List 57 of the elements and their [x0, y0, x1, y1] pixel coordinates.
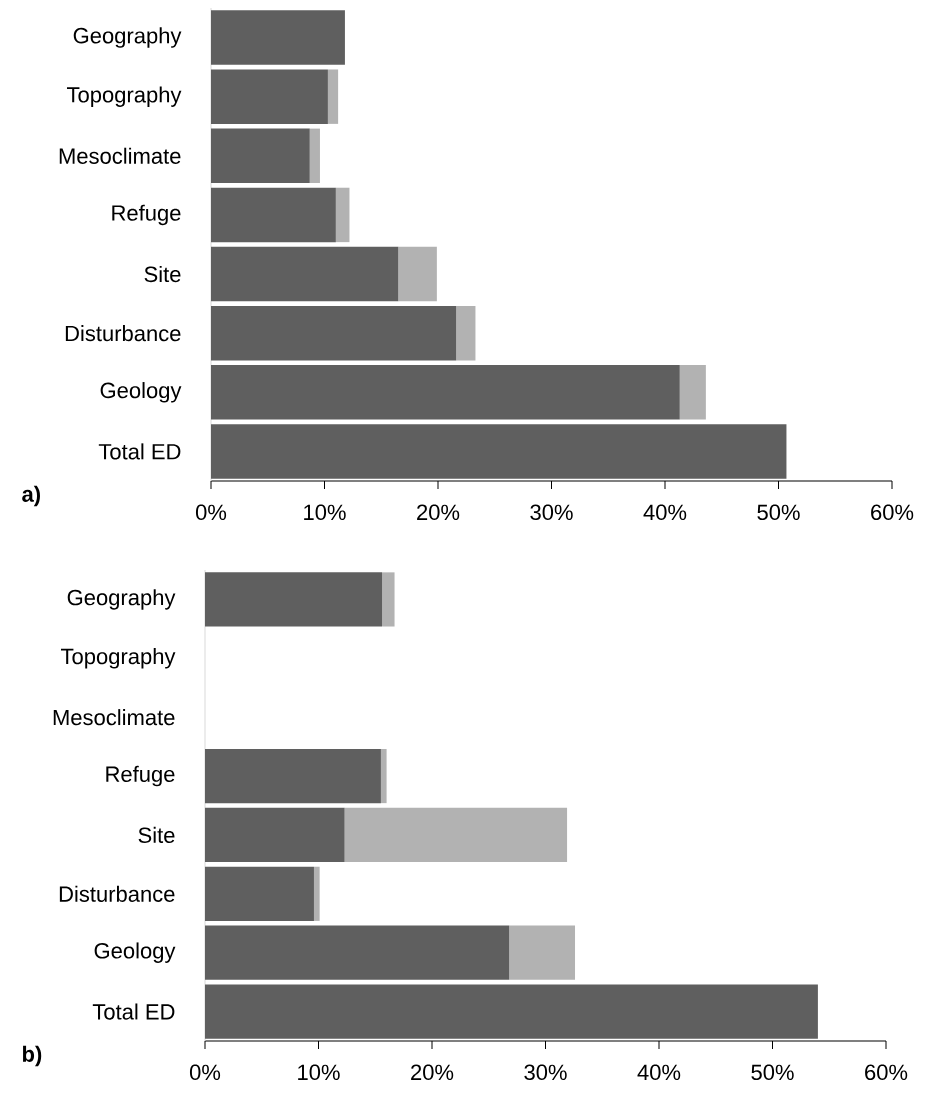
- bar: [205, 925, 510, 980]
- bar: [382, 572, 395, 627]
- y-tick-label: Topography: [66, 86, 182, 107]
- text: b): [22, 1045, 42, 1067]
- x-tick-label: 30%: [524, 1064, 567, 1081]
- bar: [344, 807, 568, 863]
- x-tick-label: 0%: [189, 1064, 221, 1081]
- y-tick-label: Geography: [73, 27, 182, 48]
- bar: [211, 305, 457, 361]
- bar: [509, 925, 576, 980]
- y-tick-label: Disturbance: [59, 885, 175, 902]
- bar: [398, 246, 437, 302]
- y-tick-label: Geology: [100, 382, 182, 403]
- bar: [211, 246, 399, 302]
- y-tick-label: Disturbance: [65, 325, 181, 342]
- bar: [211, 424, 787, 479]
- bar: [335, 187, 350, 243]
- y-tick-label: Total ED: [98, 443, 181, 460]
- bar: [211, 187, 336, 243]
- x-tick-label: 0%: [195, 504, 227, 521]
- bar: [205, 866, 314, 921]
- bar: [211, 69, 328, 124]
- x-tick-label: 30%: [530, 504, 573, 521]
- x-tick-label: 20%: [411, 1064, 454, 1081]
- bar: [205, 984, 818, 1039]
- x-tick-label: 50%: [757, 504, 800, 521]
- y-tick-label: Total ED: [92, 1003, 175, 1020]
- y-tick-label: Mesoclimate: [53, 709, 175, 726]
- y-tick-label: Mesoclimate: [59, 147, 181, 164]
- x-tick-label: 10%: [298, 1064, 340, 1081]
- bar: [211, 128, 310, 183]
- x-tick-label: 60%: [865, 1064, 908, 1081]
- y-tick-label: Geography: [67, 589, 176, 610]
- x-tick-label: 10%: [304, 504, 346, 521]
- bar: [205, 748, 381, 804]
- y-tick-label: Refuge: [112, 204, 181, 226]
- y-tick-label: Refuge: [106, 765, 175, 787]
- bar: [456, 305, 476, 361]
- bar: [313, 866, 320, 921]
- bar: [211, 365, 680, 420]
- bar: [679, 365, 706, 420]
- text: a): [22, 485, 40, 507]
- y-tick-label: Topography: [60, 648, 176, 669]
- y-tick-label: Geology: [94, 942, 176, 963]
- bar: [211, 10, 345, 65]
- bar: [205, 807, 345, 863]
- y-tick-label: Site: [144, 265, 181, 283]
- x-tick-label: 20%: [417, 504, 460, 521]
- x-tick-label: 50%: [751, 1064, 794, 1081]
- x-tick-label: 40%: [643, 504, 687, 521]
- bar: [327, 69, 339, 124]
- bar: [380, 748, 387, 804]
- x-tick-label: 60%: [871, 504, 914, 521]
- bar: [309, 128, 320, 183]
- y-tick-label: Site: [138, 826, 175, 844]
- x-tick-label: 40%: [637, 1064, 681, 1081]
- bar: [205, 572, 383, 627]
